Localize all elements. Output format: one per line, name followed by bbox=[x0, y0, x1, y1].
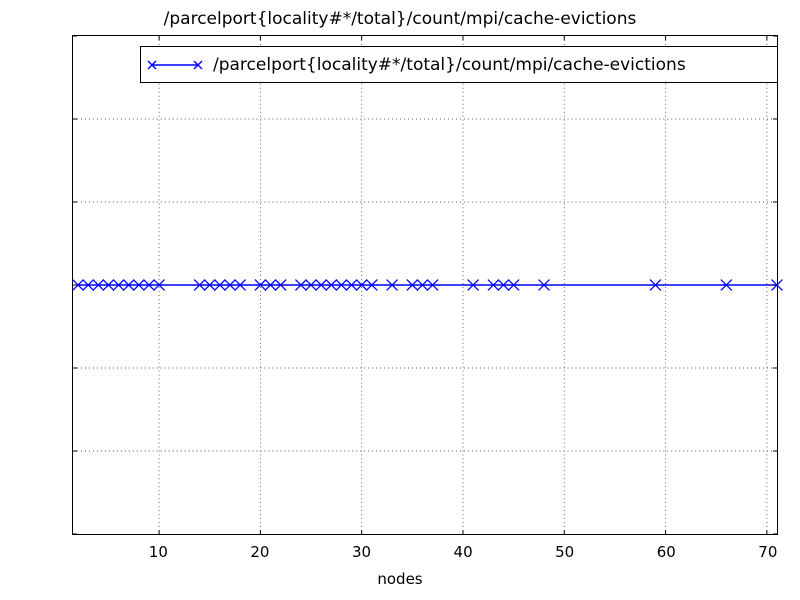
legend-box[interactable]: /parcelport{locality#*/total}/count/mpi/… bbox=[140, 46, 778, 83]
data-point-marker bbox=[143, 279, 155, 291]
data-point-marker bbox=[132, 279, 145, 291]
x-tick-label: 60 bbox=[656, 543, 676, 561]
x-tick-label: 70 bbox=[758, 543, 778, 561]
x-tick-label: 50 bbox=[555, 543, 575, 561]
data-point-marker bbox=[355, 279, 368, 291]
tick-marks bbox=[73, 35, 777, 535]
x-tick-label: 10 bbox=[148, 543, 168, 561]
x-tick-label: 30 bbox=[351, 543, 372, 561]
data-point-marker bbox=[426, 279, 439, 291]
data-point-marker bbox=[274, 279, 287, 291]
data-point-marker bbox=[487, 279, 500, 291]
plot-area bbox=[72, 35, 783, 535]
data-point-marker bbox=[335, 279, 348, 291]
data-point-marker bbox=[193, 279, 206, 291]
data-point-marker bbox=[153, 279, 166, 291]
data-point-marker bbox=[538, 279, 550, 291]
data-point-marker bbox=[234, 279, 247, 291]
legend-entry-label: /parcelport{locality#*/total}/count/mpi/… bbox=[213, 54, 686, 75]
x-tick-label: 40 bbox=[453, 543, 473, 561]
data-point-marker bbox=[325, 279, 338, 291]
data-point-marker bbox=[416, 279, 429, 291]
data-point-marker bbox=[122, 279, 135, 291]
data-point-marker bbox=[720, 279, 733, 291]
data-point-marker bbox=[497, 279, 510, 291]
x-axis-label: nodes bbox=[377, 570, 423, 588]
legend-line-sample bbox=[147, 60, 203, 69]
data-point-marker bbox=[92, 279, 105, 291]
data-point-marker bbox=[507, 279, 520, 291]
data-point-marker bbox=[315, 279, 328, 291]
data-point-marker bbox=[294, 279, 307, 291]
data-point-marker bbox=[467, 279, 480, 291]
data-point-marker bbox=[213, 279, 226, 291]
chart-title: /parcelport{locality#*/total}/count/mpi/… bbox=[163, 9, 637, 29]
series-0 bbox=[72, 279, 783, 291]
data-point-marker bbox=[365, 279, 378, 291]
data-point-marker bbox=[102, 279, 115, 291]
data-point-marker bbox=[305, 279, 317, 291]
data-point-marker bbox=[82, 279, 95, 291]
data-point-marker bbox=[345, 279, 358, 291]
series-layer bbox=[72, 279, 783, 291]
data-point-marker bbox=[203, 279, 216, 291]
x-tick-label: 20 bbox=[250, 543, 270, 561]
data-point-marker bbox=[386, 279, 399, 291]
data-point-marker bbox=[224, 279, 236, 291]
data-point-marker bbox=[72, 279, 85, 291]
data-point-marker bbox=[406, 279, 419, 291]
data-point-marker bbox=[264, 279, 277, 291]
data-point-marker bbox=[254, 279, 267, 291]
data-point-marker bbox=[649, 279, 662, 291]
data-point-marker bbox=[112, 279, 125, 291]
